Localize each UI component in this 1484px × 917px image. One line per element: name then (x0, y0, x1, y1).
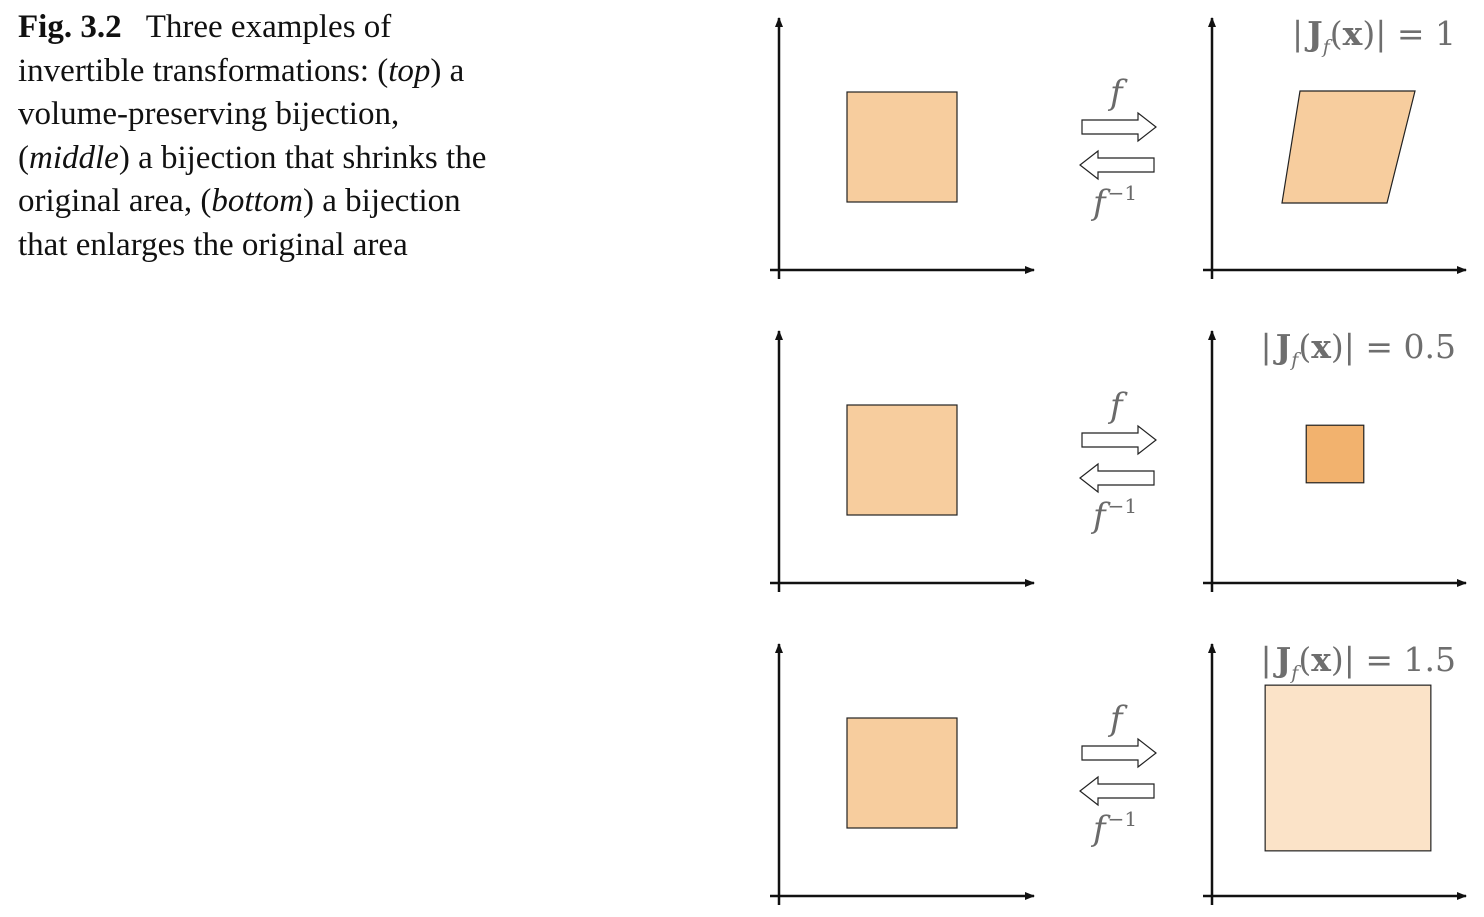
jacobian-part: | (1292, 14, 1303, 53)
transformed-shrunk-square (1305, 424, 1365, 484)
inverse-label-superscript: −1 (1108, 494, 1137, 518)
transformed-enlarged-square (1264, 684, 1432, 852)
caption-middle-word: middle (29, 139, 119, 176)
forward-label: f (1107, 699, 1128, 739)
jacobian-part: = (1355, 640, 1404, 679)
caption-bottom-word: bottom (211, 183, 303, 219)
jacobian-part: )| (1362, 14, 1386, 53)
caption-intro: Three examples of invertible transformat… (18, 9, 392, 89)
jacobian-part: f (1289, 349, 1301, 371)
source-square (846, 717, 958, 829)
jacobian-label: | Jf(x)| = 0.5 (1261, 327, 1456, 371)
jacobian-part: J (1304, 14, 1323, 53)
caption-top-text: a volume-preserving bijection, (18, 52, 465, 133)
figure-caption: Fig. 3.2 Three examples of invertible tr… (18, 9, 487, 263)
jacobian-part: ( (1298, 327, 1311, 366)
forward-arrow (1081, 111, 1157, 143)
inverse-arrow (1079, 149, 1155, 181)
inverse-label: f −1 (1090, 494, 1137, 536)
inverse-label-superscript: −1 (1108, 181, 1137, 205)
row-2: ff −1| Jf(x)| = 0.5 (770, 327, 1467, 592)
jacobian-part: 1.5 (1404, 640, 1456, 679)
forward-arrow (1081, 424, 1157, 456)
row-3: ff −1| Jf(x)| = 1.5 (770, 640, 1467, 905)
inverse-label: f −1 (1090, 181, 1137, 223)
caption-bottom-text: a bijection that enlarges the original a… (18, 183, 461, 263)
inverse-label: f −1 (1090, 807, 1137, 849)
jacobian-part: x (1343, 14, 1363, 53)
jacobian-part: )| (1331, 327, 1355, 366)
forward-label: f (1107, 386, 1128, 426)
figure-label: Fig. 3.2 (18, 9, 122, 45)
jacobian-label: | Jf(x)| = 1 (1292, 14, 1456, 58)
jacobian-label: | Jf(x)| = 1.5 (1261, 640, 1456, 684)
inverse-arrow (1079, 775, 1155, 807)
jacobian-part: )| (1331, 640, 1355, 679)
jacobian-part: J (1273, 640, 1292, 679)
inverse-arrow (1079, 462, 1155, 494)
jacobian-part: | (1261, 327, 1272, 366)
jacobian-part: x (1311, 327, 1331, 366)
transformed-parallelogram (1281, 90, 1416, 204)
caption-top-word: top (388, 52, 431, 89)
row-1: ff −1| Jf(x)| = 1 (770, 14, 1467, 279)
jacobian-part: x (1311, 640, 1331, 679)
jacobian-part: f (1289, 662, 1301, 684)
inverse-label-superscript: −1 (1108, 807, 1137, 831)
forward-label: f (1107, 73, 1128, 113)
caption-middle-text: a bijection that shrinks the original ar… (18, 139, 487, 220)
forward-arrow (1081, 737, 1157, 769)
jacobian-part: 1 (1435, 14, 1456, 53)
jacobian-part: = (1386, 14, 1435, 53)
jacobian-part: | (1261, 640, 1272, 679)
jacobian-part: f (1321, 36, 1333, 58)
jacobian-part: ( (1330, 14, 1343, 53)
jacobian-part: J (1273, 327, 1292, 366)
source-square (846, 404, 958, 516)
jacobian-part: = (1355, 327, 1404, 366)
jacobian-part: ( (1298, 640, 1311, 679)
jacobian-part: 0.5 (1404, 327, 1456, 366)
source-square (846, 91, 958, 203)
